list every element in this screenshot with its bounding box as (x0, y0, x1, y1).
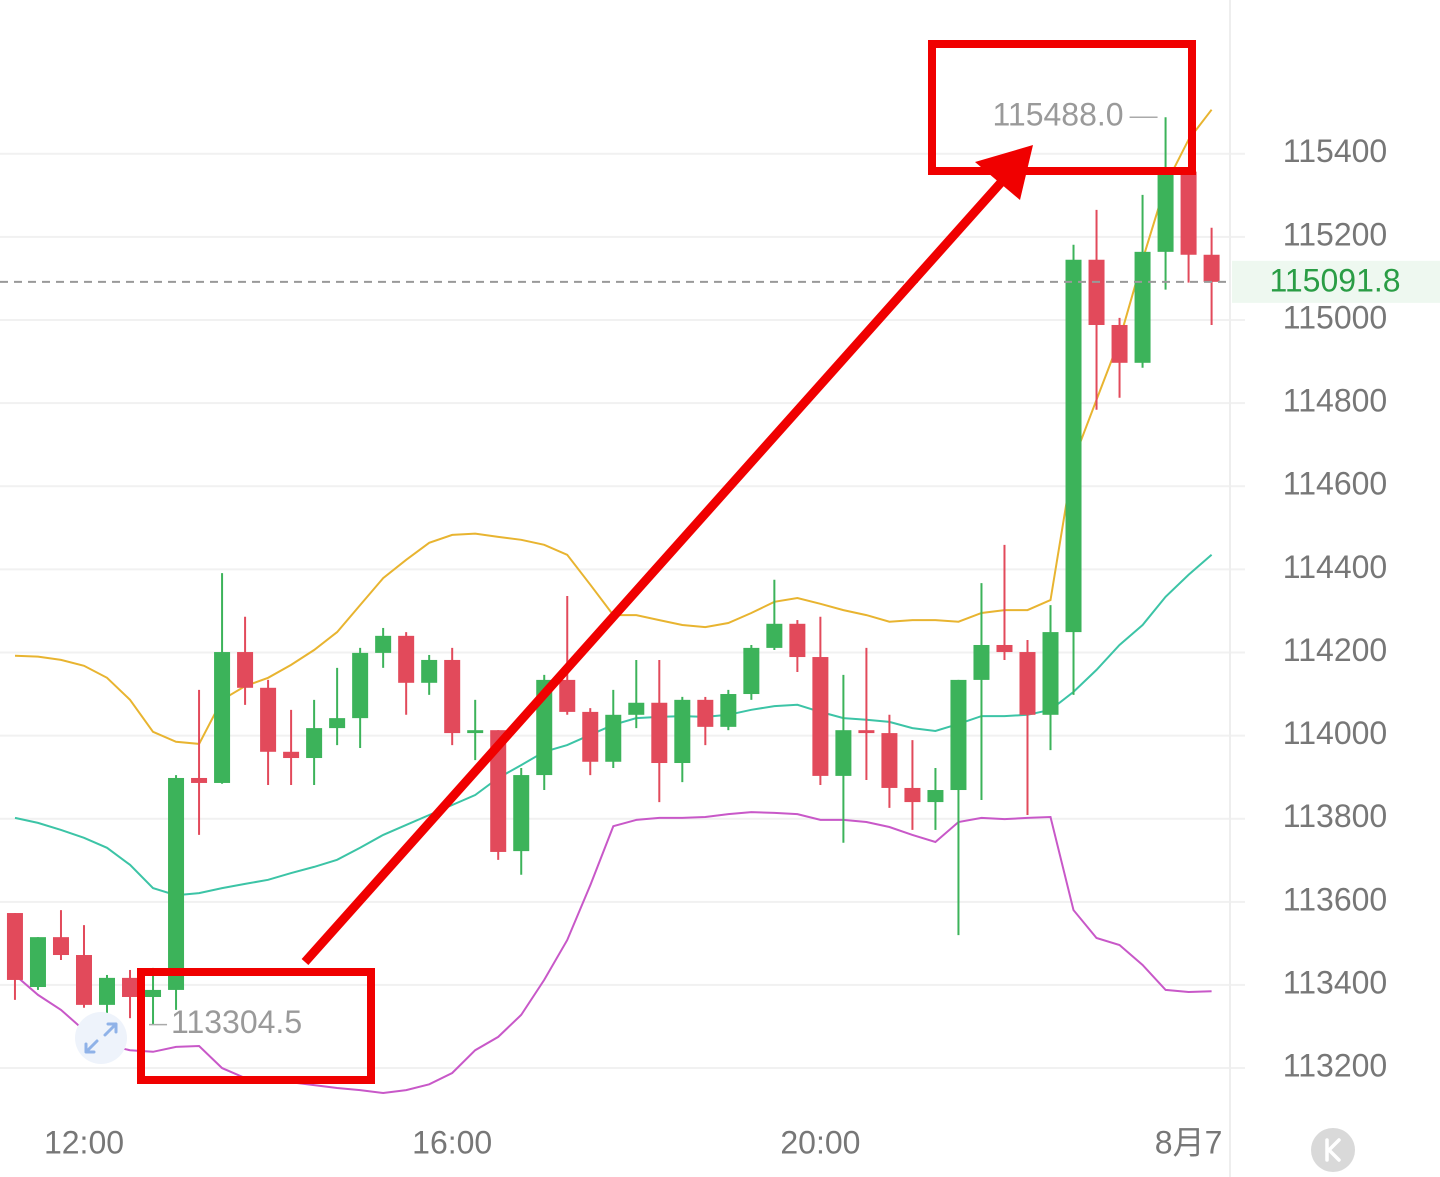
candle-body (168, 777, 185, 990)
candle-body (743, 647, 760, 695)
candle-body (1042, 632, 1059, 715)
candle-body (490, 730, 507, 852)
candle-body (1157, 171, 1174, 252)
grid (0, 152, 1245, 1070)
candle-body (145, 989, 162, 997)
y-tick-label: 114800 (1283, 383, 1387, 419)
y-tick-label: 114600 (1283, 466, 1387, 502)
x-tick-label: 20:00 (780, 1124, 860, 1160)
candle-body (375, 635, 392, 653)
candle-body (651, 702, 668, 764)
y-tick-label: 114400 (1283, 549, 1387, 585)
y-tick-label: 115200 (1283, 216, 1387, 252)
y-tick-label: 113800 (1283, 798, 1387, 834)
annotation-label: 115488.0 (992, 97, 1123, 133)
candle-body (29, 937, 46, 988)
y-tick-label: 114000 (1283, 715, 1387, 751)
candle-body (927, 790, 944, 803)
kline-button[interactable] (1311, 1128, 1355, 1172)
candle-body (1180, 171, 1197, 255)
candle-body (260, 687, 277, 752)
indicator-line (14, 811, 1212, 1095)
highlight-box (137, 968, 375, 1084)
candle-body (1019, 652, 1036, 715)
y-tick-label: 115000 (1283, 299, 1387, 335)
candle-body (720, 694, 737, 727)
candle-body (950, 679, 967, 791)
x-tick-label: 16:00 (412, 1124, 492, 1160)
candle-body (99, 977, 116, 1005)
arrow-shaft (301, 175, 1009, 965)
candle-body (789, 623, 806, 658)
candle-body (835, 730, 852, 776)
candle-body (52, 937, 69, 956)
y-tick-label: 115400 (1283, 133, 1387, 169)
candle-body (904, 787, 921, 803)
candle-body (329, 718, 346, 729)
last-price-label: 115091.8 (1269, 262, 1400, 298)
candle-body (421, 659, 438, 683)
candle-body (1134, 251, 1151, 363)
candle-body (582, 711, 599, 762)
candle-body (306, 728, 323, 759)
highlight-box (928, 40, 1196, 175)
candle-body (398, 635, 415, 683)
candle-body (283, 751, 300, 759)
candle-body (881, 733, 898, 788)
indicator-lines (14, 109, 1213, 1095)
candle-body (858, 730, 875, 734)
candle-body (467, 730, 484, 734)
candles (6, 117, 1220, 1025)
y-tick-label: 114200 (1283, 632, 1387, 668)
candle-body (697, 699, 714, 727)
candle-body (237, 652, 254, 688)
candle-body (766, 623, 783, 648)
candle-body (812, 657, 829, 776)
candle-body (1111, 324, 1128, 363)
x-tick-label: 12:00 (44, 1124, 124, 1160)
y-tick-label: 113600 (1283, 881, 1387, 917)
candle-body (75, 955, 92, 1005)
candle-body (352, 652, 369, 719)
indicator-line (14, 109, 1213, 745)
y-tick-label: 113400 (1283, 964, 1387, 1000)
candle-body (1065, 259, 1082, 633)
candle-body (628, 702, 645, 715)
arrow-head (975, 145, 1033, 200)
candle-body (674, 699, 691, 764)
candle-body (996, 644, 1013, 653)
annotation-label: 113304.5 (171, 1004, 302, 1040)
candle-body (6, 913, 23, 980)
candle-body (214, 652, 231, 783)
y-tick-label: 113200 (1283, 1048, 1387, 1084)
candle-body (122, 977, 139, 997)
candle-body (1088, 259, 1105, 325)
candle-body (191, 777, 208, 783)
expand-icon[interactable] (75, 1012, 127, 1064)
candle-body (605, 714, 622, 762)
candle-body (513, 775, 530, 852)
candle-body (559, 679, 576, 712)
x-tick-label: 8月7 (1155, 1124, 1223, 1160)
candle-body (444, 659, 461, 734)
candle-body (1203, 254, 1220, 282)
labels: 113200 113400 113600 113800 114000 114200 1144… (0, 97, 1440, 1160)
candle-body (973, 644, 990, 680)
last-price-box (1232, 260, 1440, 303)
